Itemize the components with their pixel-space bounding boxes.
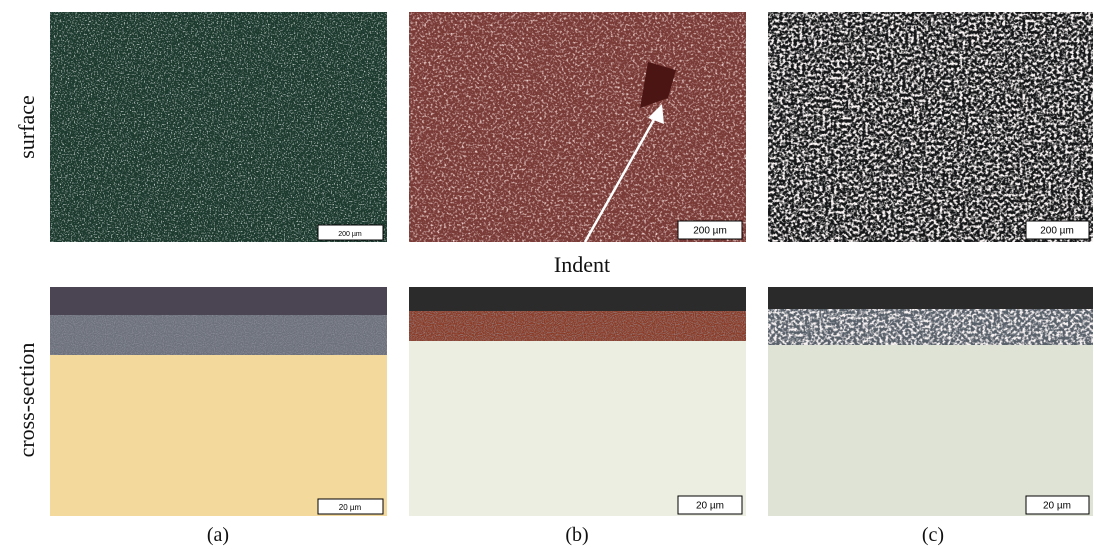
scale-bar-label: 20 µm xyxy=(696,501,724,512)
micrograph xyxy=(50,12,387,242)
micrograph xyxy=(50,287,387,516)
micrograph xyxy=(409,12,746,242)
micrograph xyxy=(409,287,746,516)
scale-bar-label: 200 µm xyxy=(338,231,362,238)
figure: surface cross-section Indent 200 µm xyxy=(0,0,1094,549)
row-label: surface xyxy=(14,95,39,159)
scale-bar-label: 200 µm xyxy=(693,226,727,237)
micrograph xyxy=(768,12,1093,242)
scale-bar-label: 20 µm xyxy=(339,503,362,512)
panel-label: (b) xyxy=(565,524,588,546)
scale-bar-label: 20 µm xyxy=(1043,501,1071,512)
micrograph xyxy=(768,287,1093,516)
scale-bar-label: 200 µm xyxy=(1040,226,1074,237)
annotation: Indent xyxy=(554,252,610,277)
row-label: cross-section xyxy=(14,343,39,458)
panel-label: (a) xyxy=(207,524,229,546)
panel-label: (c) xyxy=(922,524,944,546)
